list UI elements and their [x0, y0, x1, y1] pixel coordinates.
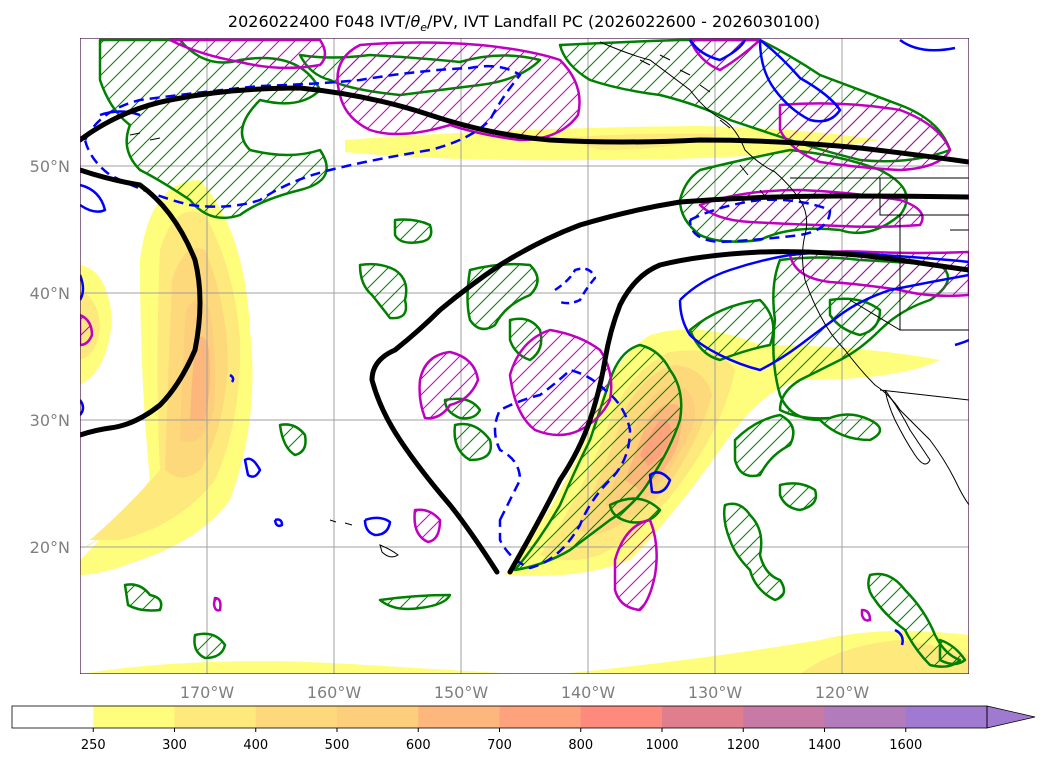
landfall-ca-inland [828, 297, 882, 337]
theta-e-contours [80, 38, 969, 646]
lon-label-140w: 140°W [561, 683, 616, 702]
colorbar: 250 300 400 500 600 700 800 1000 1200 1400 1600 [11, 705, 1036, 753]
colorbar-segment [905, 706, 988, 728]
lat-label-40: 40°N [30, 284, 70, 303]
theta-e-solid-6 [363, 516, 392, 537]
colorbar-tick-label: 1400 [808, 738, 841, 753]
pv-farwest [80, 313, 94, 347]
lat-labels: 20°N 30°N 40°N 50°N [30, 157, 70, 557]
landfall-mid-6 [453, 422, 493, 462]
colorbar-segment [12, 706, 94, 728]
ivt-west-600 [190, 336, 210, 420]
landfall-south-3 [278, 423, 307, 457]
colorbar-tick-label: 300 [162, 738, 187, 753]
pv-cutoff [508, 328, 613, 437]
colorbar-extend-arrow [986, 705, 1036, 729]
theta-e-solid-5 [678, 251, 969, 372]
key-contour-north [80, 85, 969, 165]
pv-small-3 [860, 608, 872, 622]
theta-e-dash-1 [83, 64, 522, 208]
colorbar-segment [662, 706, 744, 728]
landfall-south-2 [193, 632, 227, 660]
lat-label-30: 30°N [30, 411, 70, 430]
landfall-mid-3 [466, 262, 539, 331]
baja [884, 389, 931, 465]
key-contour-trough-west [369, 193, 969, 575]
coastlines [129, 41, 969, 558]
lon-label-120w: 120°W [815, 683, 870, 702]
landfall-sw-4 [867, 572, 962, 668]
key-contours [80, 85, 969, 575]
colorbar-tick-label: 400 [243, 738, 268, 753]
coast-islands [129, 54, 769, 201]
landfall-sw-1 [733, 413, 795, 478]
theta-e-solid-11 [80, 274, 85, 301]
map-panel [80, 38, 969, 674]
lon-label-150w: 150°W [434, 683, 489, 702]
colorbar-segment [743, 706, 825, 728]
landfall-sw-coast [688, 298, 775, 362]
key-contour-trough-east [507, 249, 969, 575]
theta-e-solid-1 [80, 183, 107, 213]
theta-e-solid-10 [80, 399, 85, 416]
colorbar-tick-label: 700 [487, 738, 512, 753]
chart-title: 2026022400 F048 IVT/θe/PV, IVT Landfall … [228, 12, 820, 34]
colorbar-tick-label: 500 [325, 738, 350, 753]
colorbar-segment [174, 706, 257, 728]
landfall-south-1 [123, 583, 163, 612]
key-contour-west [80, 167, 203, 438]
colorbar-tick-label: 1600 [889, 738, 922, 753]
colorbar-segment [824, 706, 907, 728]
lat-label-50: 50°N [30, 157, 70, 176]
lon-labels: 170°W 160°W 150°W 140°W 130°W 120°W [180, 683, 870, 702]
hawaii [329, 519, 399, 558]
lat-label-20: 20°N [30, 538, 70, 557]
colorbar-segment [255, 706, 338, 728]
theta-e-solid-12 [229, 373, 235, 383]
theta-e-dash-2 [688, 198, 832, 244]
theta-e-dash-4 [554, 267, 597, 305]
theta-e-solid-8 [243, 457, 262, 478]
theta-e-solid-2 [99, 110, 141, 117]
colorbar-segment [499, 706, 582, 728]
theta-e-solid-4 [758, 39, 842, 123]
pv-north-2 [336, 41, 581, 142]
landfall-south-4 [378, 593, 452, 611]
landfall-sw-2 [778, 482, 818, 512]
colorbar-segment [93, 706, 175, 728]
pv-loop [418, 350, 480, 420]
colorbar-tick-label: 250 [81, 738, 106, 753]
colorbar-tick-label: 800 [568, 738, 593, 753]
pv-small-2 [212, 596, 222, 612]
colorbar-segment [580, 706, 663, 728]
colorbar-segment [337, 706, 419, 728]
landfall-mid-1 [358, 262, 408, 320]
lon-label-170w: 170°W [180, 683, 235, 702]
colorbar-tick-label: 1000 [645, 738, 678, 753]
pv-north-1 [168, 38, 327, 70]
pv-south [613, 518, 658, 612]
theta-e-solid-15 [899, 38, 956, 52]
colorbar-segment [418, 706, 500, 728]
theta-e-solid-3 [688, 39, 747, 62]
landfall-mid-2 [393, 218, 433, 244]
pv-small-1 [413, 508, 442, 544]
theta-e-solid-13 [894, 628, 904, 646]
pv-north-3 [688, 38, 762, 72]
colorbar-tick-label: 1200 [727, 738, 760, 753]
border-states [849, 178, 969, 331]
theta-e-solid-9 [648, 471, 672, 494]
theta-e-dash-3 [493, 368, 632, 570]
border-mexico [879, 389, 969, 401]
theta-e-solid-14 [954, 338, 969, 347]
lon-label-130w: 130°W [688, 683, 743, 702]
landfall-gulf [938, 638, 967, 666]
lon-label-160w: 160°W [307, 683, 362, 702]
colorbar-tick-label: 600 [406, 738, 431, 753]
theta-e-solid-7 [273, 518, 284, 528]
landfall-ar-band [513, 343, 683, 572]
landfall-sw-3 [722, 502, 786, 602]
coast-alaska [599, 41, 969, 506]
